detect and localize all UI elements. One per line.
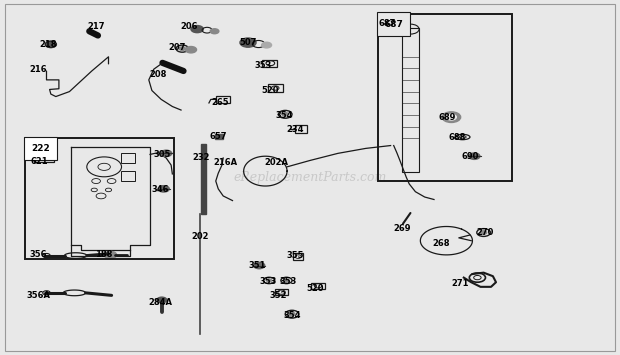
Text: 688: 688	[448, 133, 466, 142]
Text: 216: 216	[30, 65, 47, 74]
Bar	[34, 154, 54, 162]
Text: 207: 207	[168, 43, 185, 53]
Text: 689: 689	[439, 113, 456, 122]
Text: 657: 657	[210, 132, 227, 141]
Circle shape	[158, 186, 169, 192]
Bar	[378, 14, 512, 181]
Bar	[216, 96, 230, 103]
Circle shape	[446, 114, 456, 120]
Text: 271: 271	[451, 279, 469, 288]
Bar	[201, 144, 206, 214]
Text: 355: 355	[286, 251, 304, 260]
Circle shape	[157, 297, 167, 303]
Text: 520: 520	[261, 86, 278, 95]
Text: 222: 222	[31, 144, 50, 153]
Text: 520: 520	[306, 284, 324, 293]
Circle shape	[185, 47, 197, 53]
Circle shape	[262, 42, 272, 48]
Circle shape	[267, 279, 272, 282]
Text: 354: 354	[284, 311, 301, 320]
Text: 507: 507	[239, 38, 257, 47]
Circle shape	[282, 113, 288, 116]
Text: eReplacementParts.com: eReplacementParts.com	[233, 171, 387, 184]
Text: 354: 354	[275, 111, 293, 120]
Text: 353: 353	[259, 277, 277, 286]
Bar	[402, 28, 419, 172]
Text: 188: 188	[95, 250, 113, 260]
Text: 269: 269	[393, 224, 410, 234]
Text: 353: 353	[279, 277, 296, 286]
Text: 356A: 356A	[27, 291, 50, 300]
Text: 621: 621	[30, 157, 48, 166]
Text: 687: 687	[384, 20, 403, 28]
Bar	[25, 138, 174, 259]
Text: 217: 217	[87, 22, 105, 31]
Text: 216A: 216A	[214, 158, 237, 167]
Text: 356: 356	[30, 250, 47, 260]
Text: 208: 208	[149, 70, 167, 79]
Bar	[121, 153, 135, 163]
Text: 202: 202	[191, 231, 208, 241]
Text: 265: 265	[211, 98, 229, 108]
Bar	[121, 171, 135, 181]
Text: 690: 690	[461, 152, 479, 162]
Circle shape	[480, 231, 487, 234]
Text: 284A: 284A	[148, 298, 172, 307]
Bar	[311, 283, 325, 289]
Circle shape	[210, 29, 219, 34]
Circle shape	[254, 262, 265, 269]
Bar	[262, 60, 277, 67]
Circle shape	[179, 47, 185, 50]
Circle shape	[442, 112, 461, 122]
Bar	[275, 289, 288, 295]
Text: 202A: 202A	[265, 158, 288, 167]
Circle shape	[104, 251, 117, 258]
Text: 232: 232	[193, 153, 210, 163]
Bar	[215, 134, 223, 139]
Circle shape	[240, 38, 256, 47]
Text: 351: 351	[249, 261, 266, 270]
Circle shape	[289, 312, 295, 316]
Circle shape	[161, 150, 172, 157]
Circle shape	[469, 153, 480, 159]
Text: 234: 234	[286, 125, 304, 134]
Circle shape	[191, 26, 203, 33]
Text: 346: 346	[151, 185, 169, 195]
Bar	[293, 253, 303, 260]
Text: 687: 687	[379, 18, 396, 28]
Bar	[294, 125, 307, 133]
Bar	[268, 84, 283, 92]
Text: 305: 305	[154, 150, 171, 159]
Text: 270: 270	[476, 228, 494, 237]
Circle shape	[45, 41, 56, 48]
Text: 352: 352	[269, 291, 286, 300]
Text: 218: 218	[40, 40, 57, 49]
Circle shape	[284, 279, 289, 282]
Text: 353: 353	[255, 61, 272, 70]
Text: 268: 268	[433, 239, 450, 248]
Text: 206: 206	[180, 22, 198, 31]
